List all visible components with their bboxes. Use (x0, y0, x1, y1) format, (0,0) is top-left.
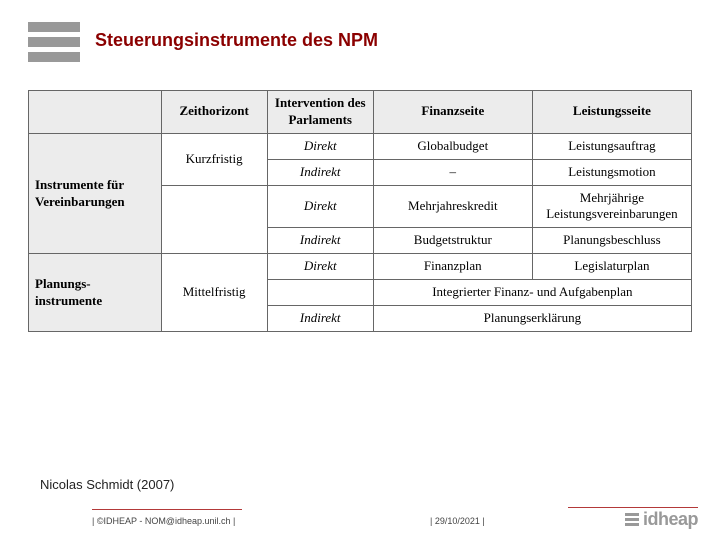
brand-text: idheap (643, 509, 698, 530)
brand-logo: idheap (625, 509, 698, 530)
cell-leistung: Legislaturplan (532, 254, 691, 280)
th-leistung: Leistungsseite (532, 91, 691, 134)
cell-leistung: Leistungsauftrag (532, 133, 691, 159)
cell-zeithorizont: Mittelfristig (161, 254, 267, 332)
cell-leistung: Mehrjährige Leistungsvereinbarungen (532, 185, 691, 228)
cell-zeithorizont (161, 185, 267, 254)
cell-finanz: Budgetstruktur (373, 228, 532, 254)
cell-finanz: Mehrjahreskredit (373, 185, 532, 228)
th-intervention: Intervention des Parlaments (267, 91, 373, 134)
brand-bars-icon (625, 513, 639, 526)
cell-leistung: Leistungsmotion (532, 159, 691, 185)
cell-intervention: Indirekt (267, 228, 373, 254)
cell-finanz: Finanzplan (373, 254, 532, 280)
table-header-row: Zeithorizont Intervention des Parlaments… (29, 91, 692, 134)
cell-intervention: Direkt (267, 254, 373, 280)
footer-date: | 29/10/2021 | (430, 516, 485, 526)
rowhead-planung: Planungs- instrumente (29, 254, 162, 332)
footer-left: | ©IDHEAP - NOM@idheap.unil.ch | (92, 516, 235, 526)
brand-rule (568, 507, 698, 508)
table-row: Instrumente für Vereinbarungen Kurzfrist… (29, 133, 692, 159)
cell-zeithorizont: Kurzfristig (161, 133, 267, 185)
cell-intervention: Direkt (267, 133, 373, 159)
page-title: Steuerungsinstrumente des NPM (95, 30, 378, 51)
cell-merged: Integrierter Finanz- und Aufgabenplan (373, 280, 691, 306)
cell-intervention: Direkt (267, 185, 373, 228)
cell-finanz: – (373, 159, 532, 185)
cell-intervention (267, 280, 373, 306)
cell-leistung: Planungsbeschluss (532, 228, 691, 254)
source-text: Nicolas Schmidt (2007) (40, 477, 174, 492)
footer-rule (92, 509, 242, 510)
cell-intervention: Indirekt (267, 306, 373, 332)
th-blank (29, 91, 162, 134)
cell-intervention: Indirekt (267, 159, 373, 185)
table-row: Planungs- instrumente Mittelfristig Dire… (29, 254, 692, 280)
cell-finanz: Globalbudget (373, 133, 532, 159)
rowhead-instrumente: Instrumente für Vereinbarungen (29, 133, 162, 253)
th-finanz: Finanzseite (373, 91, 532, 134)
th-zeithorizont: Zeithorizont (161, 91, 267, 134)
logo-bars (28, 22, 80, 67)
npm-table: Zeithorizont Intervention des Parlaments… (28, 90, 692, 332)
cell-merged: Planungserklärung (373, 306, 691, 332)
